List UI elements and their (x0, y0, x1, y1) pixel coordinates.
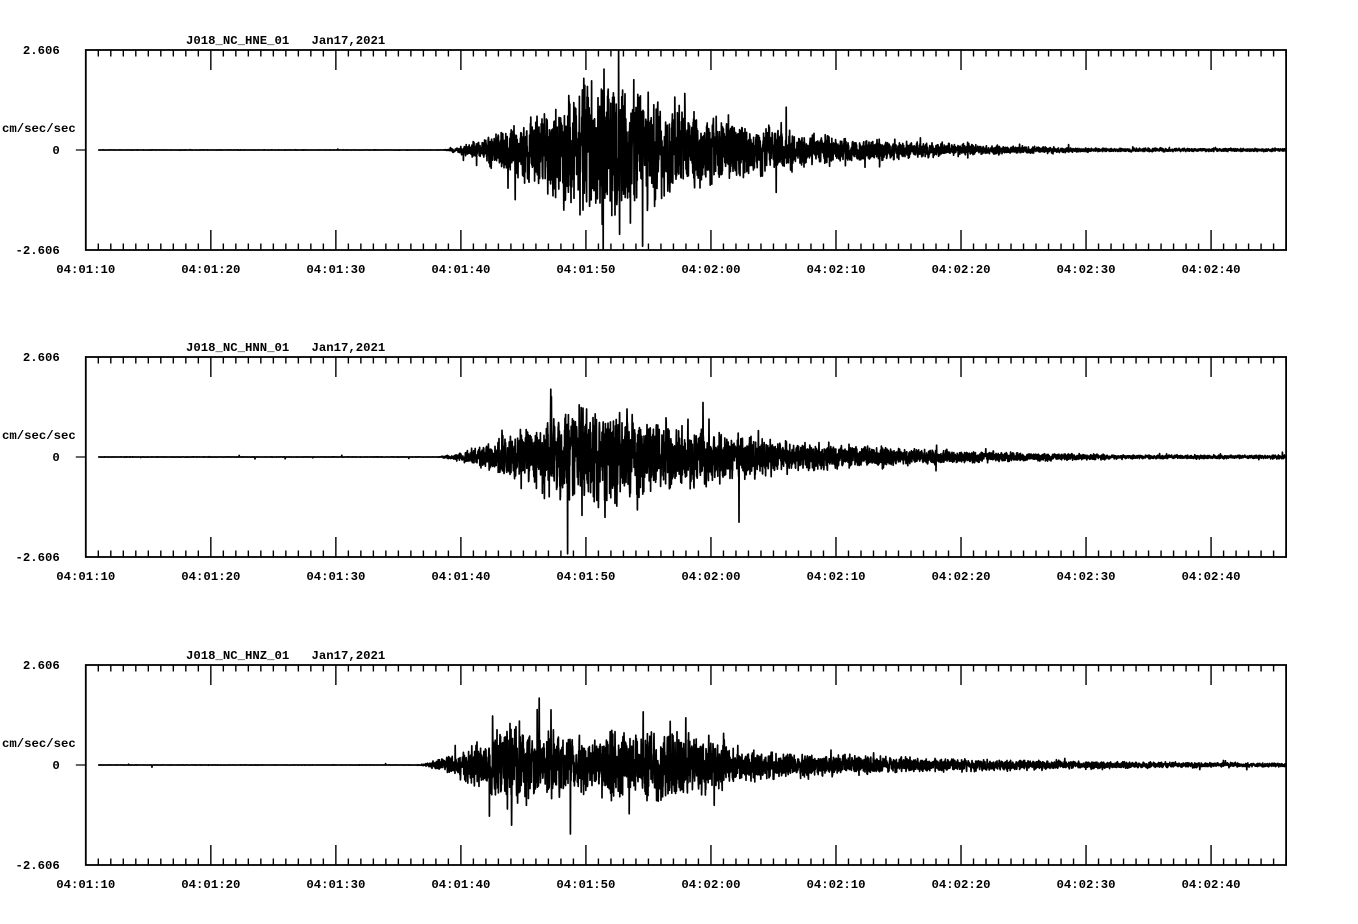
svg-text:-2.606: -2.606 (16, 244, 60, 258)
svg-text:04:02:10: 04:02:10 (806, 570, 865, 584)
svg-text:04:02:30: 04:02:30 (1057, 570, 1116, 584)
svg-text:04:01:20: 04:01:20 (181, 263, 240, 277)
svg-text:cm/sec/sec: cm/sec/sec (2, 737, 76, 751)
svg-text:cm/sec/sec: cm/sec/sec (2, 429, 76, 443)
svg-text:04:01:30: 04:01:30 (306, 878, 365, 892)
svg-text:04:01:20: 04:01:20 (181, 570, 240, 584)
svg-text:04:01:20: 04:01:20 (181, 878, 240, 892)
svg-text:04:02:10: 04:02:10 (806, 878, 865, 892)
svg-text:04:02:00: 04:02:00 (681, 570, 740, 584)
svg-text:04:02:40: 04:02:40 (1182, 878, 1241, 892)
svg-text:04:02:40: 04:02:40 (1182, 570, 1241, 584)
svg-text:04:01:50: 04:01:50 (556, 263, 615, 277)
svg-text:2.606: 2.606 (23, 44, 60, 58)
svg-text:-2.606: -2.606 (16, 859, 60, 873)
svg-text:04:02:40: 04:02:40 (1182, 263, 1241, 277)
svg-text:04:02:20: 04:02:20 (931, 570, 990, 584)
svg-text:04:01:30: 04:01:30 (306, 570, 365, 584)
svg-text:J018_NC_HNZ_01 Jan17,2021: J018_NC_HNZ_01 Jan17,2021 (186, 649, 385, 663)
svg-text:04:01:10: 04:01:10 (56, 570, 115, 584)
svg-text:04:02:30: 04:02:30 (1057, 263, 1116, 277)
svg-text:2.606: 2.606 (23, 351, 60, 365)
svg-text:cm/sec/sec: cm/sec/sec (2, 122, 76, 136)
svg-text:J018_NC_HNN_01 Jan17,2021: J018_NC_HNN_01 Jan17,2021 (186, 341, 385, 355)
svg-text:04:01:40: 04:01:40 (431, 263, 490, 277)
svg-text:-2.606: -2.606 (16, 551, 60, 565)
svg-text:04:02:20: 04:02:20 (931, 878, 990, 892)
svg-text:04:01:50: 04:01:50 (556, 570, 615, 584)
svg-text:0: 0 (52, 759, 59, 773)
svg-text:04:01:10: 04:01:10 (56, 878, 115, 892)
svg-text:04:02:10: 04:02:10 (806, 263, 865, 277)
svg-text:04:02:00: 04:02:00 (681, 263, 740, 277)
svg-text:0: 0 (52, 144, 59, 158)
svg-text:04:01:40: 04:01:40 (431, 878, 490, 892)
svg-text:J018_NC_HNE_01 Jan17,2021: J018_NC_HNE_01 Jan17,2021 (186, 34, 385, 48)
svg-text:2.606: 2.606 (23, 659, 60, 673)
svg-text:0: 0 (52, 451, 59, 465)
svg-text:04:02:20: 04:02:20 (931, 263, 990, 277)
svg-text:04:02:30: 04:02:30 (1057, 878, 1116, 892)
svg-text:04:01:40: 04:01:40 (431, 570, 490, 584)
svg-text:04:01:10: 04:01:10 (56, 263, 115, 277)
svg-text:04:02:00: 04:02:00 (681, 878, 740, 892)
svg-text:04:01:30: 04:01:30 (306, 263, 365, 277)
svg-text:04:01:50: 04:01:50 (556, 878, 615, 892)
